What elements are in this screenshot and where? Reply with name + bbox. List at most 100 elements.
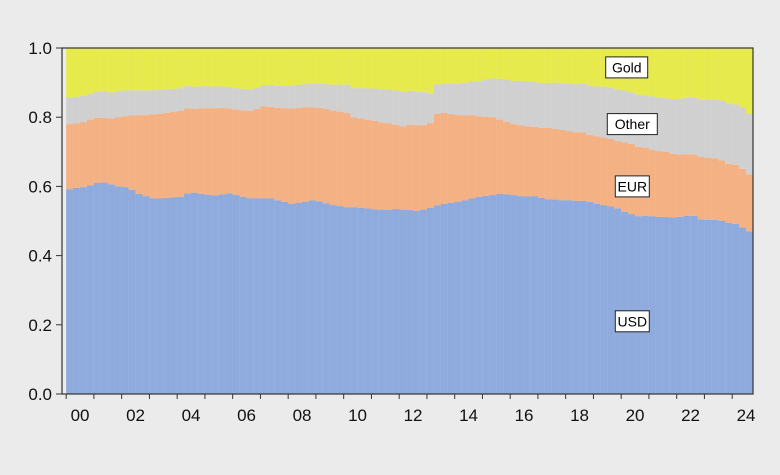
- bar-eur: [413, 125, 421, 211]
- bar-other: [413, 91, 421, 126]
- bar-gold: [343, 48, 351, 85]
- bar-usd: [732, 223, 740, 394]
- bar-other: [517, 80, 525, 126]
- bar-other: [329, 84, 338, 111]
- bar-other: [204, 86, 213, 109]
- bar-usd: [225, 193, 234, 394]
- bar-eur: [260, 106, 268, 199]
- bar-gold: [739, 48, 747, 108]
- series-label-box: [614, 175, 650, 198]
- bar-eur: [482, 116, 490, 196]
- bar-eur: [253, 108, 261, 199]
- bar-eur: [586, 134, 594, 202]
- bar-usd: [364, 208, 372, 394]
- bar-eur: [607, 139, 615, 207]
- bar-eur: [510, 124, 518, 196]
- bar-other: [121, 90, 129, 117]
- bar-other: [170, 88, 178, 113]
- bar-eur: [302, 107, 310, 202]
- bar-other: [482, 79, 490, 117]
- bar-other: [149, 90, 157, 115]
- bar-usd: [676, 216, 684, 394]
- bar-gold: [732, 48, 740, 105]
- bar-other: [80, 95, 88, 123]
- bar-usd: [246, 198, 254, 394]
- bar-other: [184, 86, 192, 109]
- bar-eur: [142, 115, 150, 197]
- bar-eur: [392, 124, 400, 209]
- bar-usd: [343, 207, 351, 394]
- bar-usd: [239, 196, 247, 394]
- series-label-text: EUR: [618, 178, 648, 194]
- bar-other: [440, 83, 449, 114]
- bar-usd: [149, 198, 157, 394]
- series-label-gold: Gold: [605, 56, 649, 79]
- bar-eur: [66, 124, 74, 190]
- bar-other: [537, 82, 546, 128]
- bar-usd: [426, 207, 435, 394]
- bar-usd: [218, 194, 227, 394]
- bar-usd: [537, 197, 546, 394]
- bar-other: [364, 88, 372, 120]
- bar-usd: [704, 219, 712, 394]
- bar-other: [93, 91, 102, 118]
- bar-usd: [177, 196, 185, 394]
- bar-usd: [142, 196, 150, 394]
- bar-gold: [454, 48, 462, 84]
- bar-gold: [100, 48, 109, 92]
- bar-gold: [676, 48, 684, 99]
- bar-other: [378, 89, 386, 123]
- bar-other: [107, 92, 116, 119]
- bar-other: [246, 89, 254, 111]
- bar-eur: [676, 154, 684, 217]
- bar-gold: [711, 48, 719, 100]
- bar-usd: [204, 194, 213, 394]
- bar-other: [683, 97, 691, 155]
- x-tick-label: 10: [348, 406, 367, 425]
- bar-eur: [135, 115, 143, 195]
- bar-usd: [530, 196, 539, 394]
- bar-usd: [378, 209, 386, 394]
- bar-gold: [225, 48, 234, 88]
- bar-eur: [107, 118, 116, 185]
- bar-eur: [170, 112, 178, 198]
- bar-other: [128, 90, 136, 116]
- bar-gold: [135, 48, 143, 91]
- bar-other: [288, 85, 296, 109]
- bar-usd: [184, 193, 192, 394]
- bar-usd: [447, 202, 456, 394]
- bar-usd: [191, 192, 199, 394]
- bar-usd: [683, 215, 691, 394]
- bar-usd: [544, 199, 553, 394]
- bar-other: [454, 83, 462, 116]
- bar-other: [225, 87, 234, 109]
- bar-other: [565, 83, 573, 132]
- bar-other: [551, 82, 560, 129]
- bar-eur: [329, 110, 338, 206]
- bar-eur: [690, 154, 698, 216]
- bar-gold: [565, 48, 573, 84]
- bar-eur: [683, 154, 691, 216]
- bar-usd: [385, 209, 393, 394]
- bar-other: [489, 78, 497, 118]
- bar-usd: [197, 194, 206, 394]
- bar-eur: [267, 106, 275, 199]
- bar-eur: [197, 108, 206, 195]
- bar-usd: [711, 219, 719, 394]
- bar-gold: [322, 48, 331, 84]
- bar-usd: [489, 195, 497, 394]
- bar-gold: [461, 48, 469, 83]
- bar-gold: [177, 48, 185, 89]
- bar-other: [739, 107, 747, 169]
- bar-other: [274, 85, 282, 108]
- bar-gold: [468, 48, 476, 82]
- bar-eur: [225, 108, 234, 194]
- bar-gold: [572, 48, 580, 85]
- bar-usd: [253, 198, 261, 394]
- bar-other: [156, 89, 164, 114]
- y-tick-label: 1.0: [28, 39, 52, 58]
- bar-usd: [170, 197, 178, 394]
- bar-other: [690, 97, 698, 155]
- bar-other: [503, 79, 511, 122]
- series-label-other: Other: [606, 113, 658, 136]
